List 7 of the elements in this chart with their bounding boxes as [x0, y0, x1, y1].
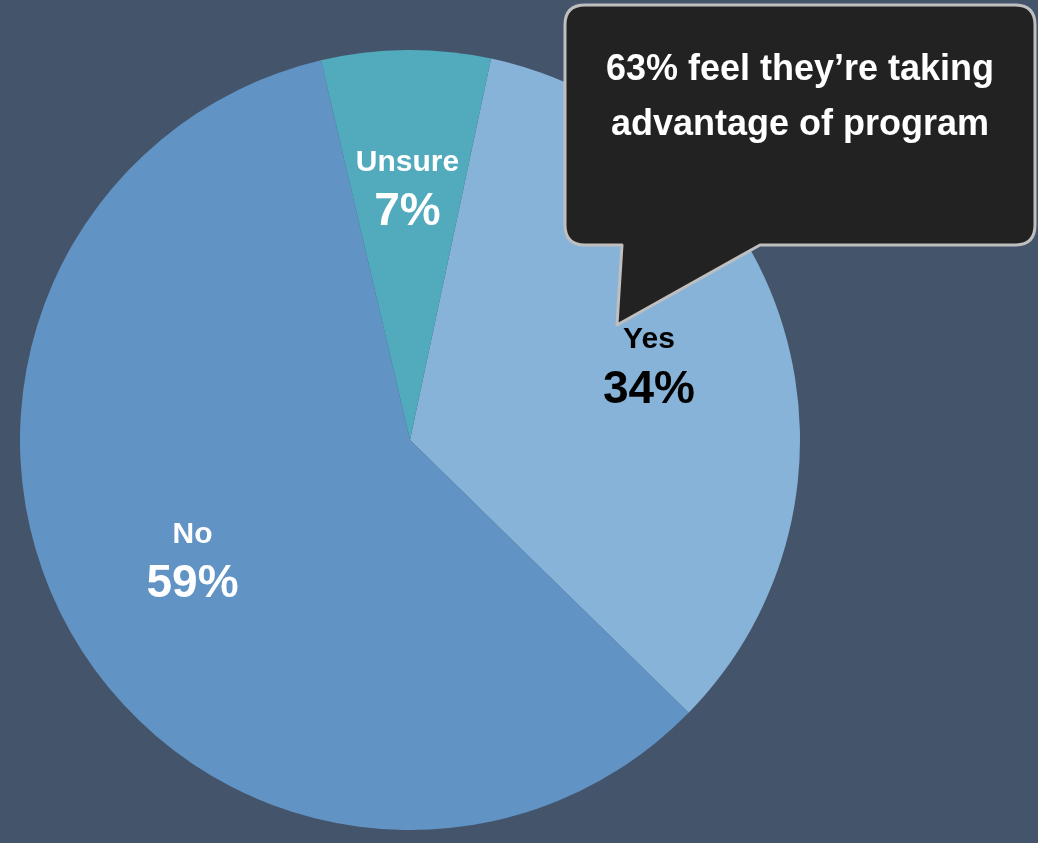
- slice-label: Yes: [623, 321, 675, 355]
- text: 63% feel they’re taking advantage of program: [604, 46, 996, 145]
- data-label: 59%: [146, 555, 239, 608]
- slice-label: No: [172, 515, 213, 549]
- data-label: 7%: [374, 183, 441, 236]
- data-label: 34%: [602, 360, 695, 413]
- slice-label: Unsure: [355, 143, 460, 177]
